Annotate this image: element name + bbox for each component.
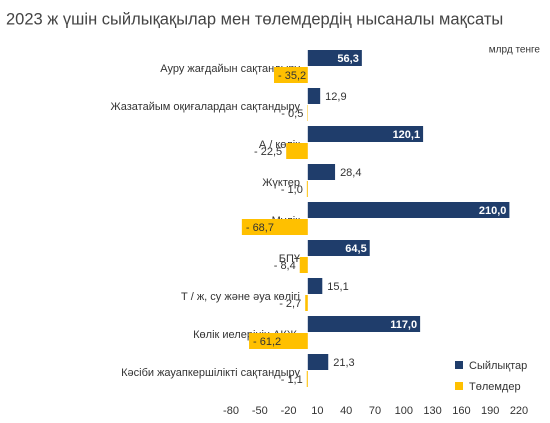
bar <box>241 219 308 235</box>
chart-title: 2023 ж үшін сыйлықақылар мен төлемдердің… <box>6 10 503 28</box>
category-label: Т / ж, су және әуа көлігі <box>181 291 300 303</box>
value-label: - 2,7 <box>279 298 301 310</box>
legend-label: Сыйлықтар <box>469 360 527 372</box>
bar <box>307 316 421 332</box>
x-tick-label: 190 <box>481 405 499 417</box>
value-label: - 35,2 <box>278 70 306 82</box>
category-label: БПҰ <box>279 253 301 265</box>
x-tick-label: 70 <box>369 405 381 417</box>
x-tick-label: -50 <box>252 405 268 417</box>
category-label: Ауру жағдайын сақтандыру <box>160 63 300 75</box>
x-tick-label: -20 <box>281 405 297 417</box>
value-label: 15,1 <box>327 281 348 293</box>
category-label: Жазатайым оқиғалардан сақтандыру <box>110 101 300 113</box>
legend-swatch <box>455 382 463 390</box>
x-tick-label: 10 <box>311 405 323 417</box>
legend-label: Төлемдер <box>469 381 521 393</box>
value-label: 56,3 <box>337 53 358 65</box>
value-label: - 1,1 <box>281 374 303 386</box>
unit-note: млрд тенге <box>489 45 541 56</box>
x-tick-label: 130 <box>423 405 441 417</box>
value-label: - 1,0 <box>281 184 303 196</box>
x-tick-label: 160 <box>452 405 470 417</box>
value-label: - 22,5 <box>254 146 282 158</box>
bar <box>307 164 336 180</box>
value-label: - 8,4 <box>274 260 296 272</box>
value-label: - 0,5 <box>281 108 303 120</box>
x-tick-label: -80 <box>223 405 239 417</box>
value-label: 117,0 <box>390 319 417 331</box>
bar <box>306 181 308 197</box>
value-label: 12,9 <box>325 91 346 103</box>
bar <box>307 202 510 218</box>
bar <box>286 143 308 159</box>
value-label: 120,1 <box>393 129 421 141</box>
value-label: 21,3 <box>333 357 354 369</box>
bar <box>307 88 321 104</box>
bar <box>249 333 308 349</box>
bar <box>274 67 308 83</box>
category-label: Жүктер <box>262 177 300 189</box>
value-label: - 68,7 <box>246 222 274 234</box>
value-label: - 61,2 <box>253 336 281 348</box>
bar <box>299 257 308 273</box>
bar <box>307 278 323 294</box>
value-label: 28,4 <box>340 167 361 179</box>
x-tick-label: 220 <box>510 405 528 417</box>
bar <box>307 240 370 256</box>
value-label: 64,5 <box>345 243 366 255</box>
bar <box>307 50 362 66</box>
x-tick-label: 40 <box>340 405 352 417</box>
x-tick-label: 100 <box>395 405 413 417</box>
bar <box>307 354 329 370</box>
bar <box>306 371 308 387</box>
value-label: 210,0 <box>479 205 507 217</box>
bar <box>307 126 424 142</box>
bar <box>305 295 308 311</box>
legend-swatch <box>455 361 463 369</box>
category-label: Кәсіби жауапкершілікті сақтандыру <box>121 367 300 379</box>
